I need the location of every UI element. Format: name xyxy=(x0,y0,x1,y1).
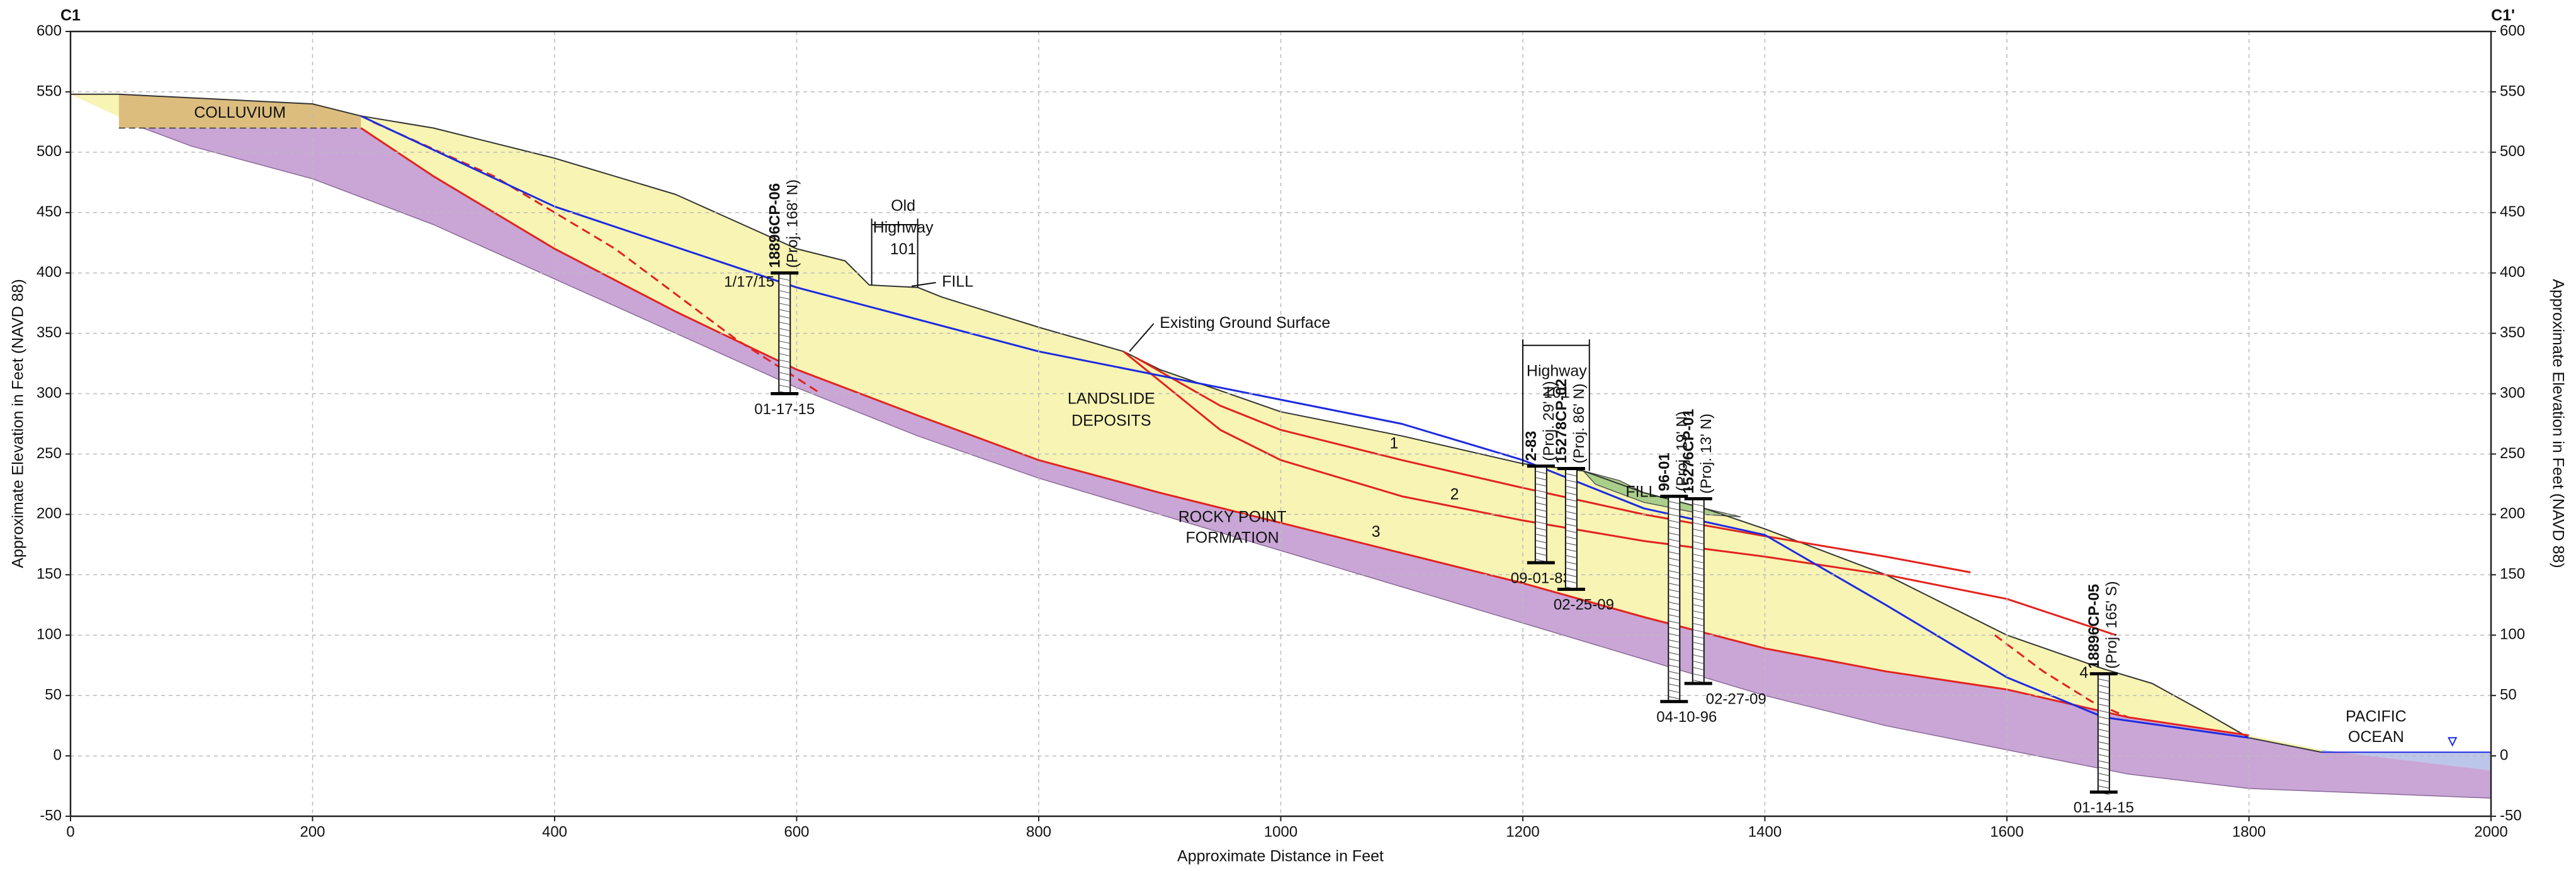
annotation: 101 xyxy=(1544,384,1570,402)
leader xyxy=(1129,323,1153,351)
annotation: FORMATION xyxy=(1186,529,1279,546)
x-axis-label: Approximate Distance in Feet xyxy=(1177,848,1384,865)
annotation: ROCKY POINT xyxy=(1178,509,1287,526)
y-tick-label: -50 xyxy=(2500,807,2522,824)
y-tick-label: 0 xyxy=(2500,746,2508,763)
annotation: Old xyxy=(891,197,915,215)
annotation: Highway xyxy=(873,218,934,236)
x-tick-label: 1200 xyxy=(1506,823,1539,840)
x-tick-label: 200 xyxy=(300,823,325,840)
y-tick-label: 50 xyxy=(45,686,62,703)
y-tick-label: 250 xyxy=(2500,445,2525,462)
y-tick-label: 550 xyxy=(37,82,62,99)
y-tick-label: 450 xyxy=(37,203,62,220)
annotation: LANDSLIDE xyxy=(1068,390,1155,408)
y-tick-label: -50 xyxy=(40,807,62,824)
y-axis-label-right: Approximate Elevation in Feet (NAVD 88) xyxy=(2549,279,2567,568)
y-tick-label: 150 xyxy=(2500,566,2525,583)
y-tick-label: 50 xyxy=(2500,686,2517,703)
leader xyxy=(912,283,935,286)
x-tick-label: 1800 xyxy=(2232,823,2266,840)
boring-date: 01-14-15 xyxy=(2074,799,2134,816)
boring-name: 2-83 xyxy=(1523,431,1540,461)
x-tick-label: 1600 xyxy=(1990,823,2023,840)
annotation: DEPOSITS xyxy=(1071,412,1151,429)
slip-surface-label: 1 xyxy=(1390,435,1399,452)
y-tick-label: 300 xyxy=(37,385,62,402)
annotation: PACIFIC xyxy=(2346,707,2407,725)
x-tick-label: 0 xyxy=(66,823,74,840)
y-tick-label: 350 xyxy=(37,324,62,341)
y-tick-label: 400 xyxy=(2500,264,2525,281)
y-tick-label: 100 xyxy=(2500,626,2525,643)
y-tick-label: 100 xyxy=(37,626,62,643)
boring-name: 96-01 xyxy=(1656,452,1673,491)
x-tick-label: 800 xyxy=(1026,823,1051,840)
x-tick-label: 1000 xyxy=(1264,823,1297,840)
y-tick-label: 300 xyxy=(2500,385,2525,402)
y-tick-label: 450 xyxy=(2500,203,2525,220)
corner-label-left: C1 xyxy=(60,7,81,25)
annotation: 101 xyxy=(890,240,917,258)
y-tick-label: 400 xyxy=(37,264,62,281)
y-axis-label-left: Approximate Elevation in Feet (NAVD 88) xyxy=(9,279,27,568)
boring-name: 18896CP-05 xyxy=(2086,584,2103,669)
y-tick-label: 600 xyxy=(37,22,62,39)
y-tick-label: 500 xyxy=(2500,143,2525,160)
y-tick-label: 0 xyxy=(54,746,62,763)
boring-date: 01-17-15 xyxy=(754,401,815,418)
x-tick-label: 2000 xyxy=(2474,823,2507,840)
cross-section-chart: C1 C1' Approximate Distance in Feet Appr… xyxy=(0,0,2576,868)
boring-projection: (Proj. 165' S) xyxy=(2103,581,2120,668)
y-tick-label: 350 xyxy=(2500,324,2525,341)
x-tick-label: 600 xyxy=(784,823,809,840)
annotation: FILL xyxy=(942,273,973,291)
boring-projection: (Proj. 168' N) xyxy=(784,179,801,268)
boring-date: 02-27-09 xyxy=(1706,690,1766,707)
boring-projection: (Proj. 86' N) xyxy=(1571,383,1588,463)
y-tick-label: 500 xyxy=(37,143,62,160)
annotation: OCEAN xyxy=(2348,728,2404,746)
slip-surface-label: 2 xyxy=(1450,485,1459,503)
y-tick-label: 250 xyxy=(37,445,62,462)
y-tick-label: 200 xyxy=(37,505,62,522)
y-tick-label: 550 xyxy=(2500,82,2525,99)
boring-date: 04-10-96 xyxy=(1656,709,1717,726)
annotation: COLLUVIUM xyxy=(194,104,286,121)
annotation: Existing Ground Surface xyxy=(1160,314,1330,332)
y-tick-label: 150 xyxy=(37,566,62,583)
annotation: FILL xyxy=(1625,483,1657,500)
annotation: 1/17/15 xyxy=(724,273,774,290)
annotation: Highway xyxy=(1527,362,1587,380)
boring-date: 09-01-83 xyxy=(1511,570,1571,587)
slip-surface-label: 4 xyxy=(2079,664,2088,682)
x-tick-label: 400 xyxy=(542,823,567,840)
water-symbol xyxy=(2449,738,2456,745)
boring-projection: (Proj. 13' N) xyxy=(1698,413,1715,493)
boring-name: 18896CP-06 xyxy=(767,183,784,268)
slip-surface-label: 3 xyxy=(1372,523,1381,541)
y-tick-label: 600 xyxy=(2500,22,2525,39)
boring-date: 02-25-09 xyxy=(1554,597,1614,614)
x-tick-label: 1400 xyxy=(1748,823,1782,840)
y-tick-label: 200 xyxy=(2500,505,2525,522)
boring-name: 15276CP-01 xyxy=(1680,409,1697,494)
